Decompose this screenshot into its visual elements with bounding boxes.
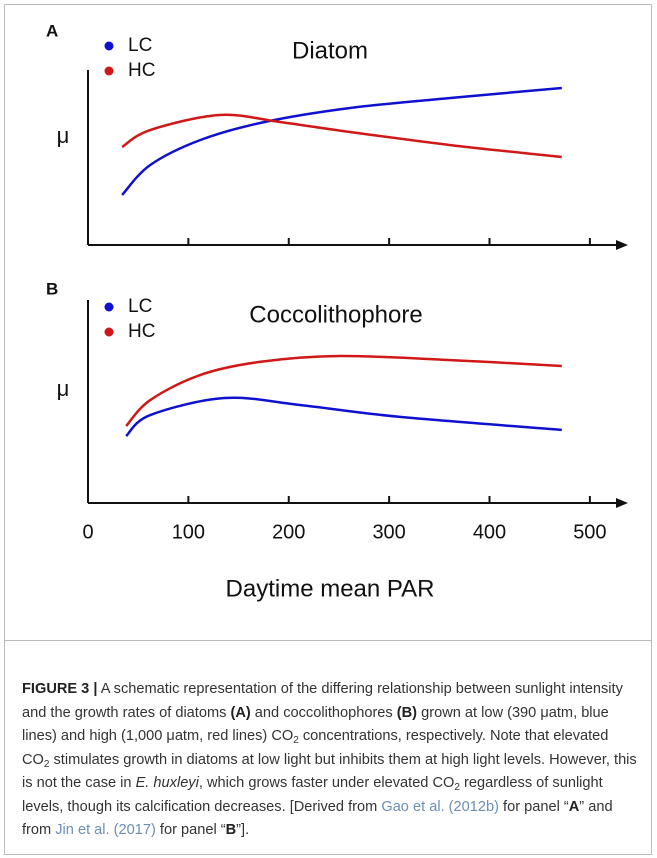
caption-plain: regardless of sunlight levels, though it…: [22, 775, 603, 815]
legend-label: LC: [128, 296, 152, 317]
chart-title: Diatom: [292, 37, 368, 64]
caption-bold: (A): [230, 704, 251, 721]
x-axis-label: Daytime mean PAR: [226, 575, 435, 602]
caption-link[interactable]: Gao et al. (2012b): [381, 798, 499, 815]
y-axis-label: μ: [57, 123, 70, 148]
panel-label: A: [46, 21, 58, 40]
x-axis-arrow: [616, 498, 628, 508]
caption-bold: A: [568, 798, 580, 815]
x-tick-label: 300: [372, 521, 405, 543]
legend-label: HC: [128, 321, 155, 342]
x-tick-label: 0: [82, 521, 93, 543]
x-tick-label: 500: [573, 521, 606, 543]
caption-plain: grown at low (390 μatm, blue lines) and …: [22, 704, 609, 745]
caption-bold: FIGURE 3 |: [22, 681, 98, 697]
caption-link[interactable]: Jin et al. (2017): [55, 822, 156, 838]
panel-label: B: [46, 279, 58, 298]
legend-label: HC: [128, 60, 155, 81]
y-axis-label: μ: [57, 376, 70, 401]
caption-plain: for panel “: [155, 822, 226, 838]
line-series: [125, 354, 562, 427]
x-axis-arrow: [616, 240, 628, 250]
line-series: [125, 396, 562, 437]
x-tick-label: 400: [473, 521, 506, 543]
line-series: [121, 86, 562, 196]
legend-marker: [104, 41, 114, 51]
caption-plain: ” and from: [22, 798, 613, 839]
caption-plain: ”].: [236, 822, 250, 838]
frame: [4, 4, 652, 855]
caption: FIGURE 3 | A schematic representation of…: [22, 678, 637, 843]
legend-marker: [104, 302, 114, 312]
caption-plain: stimulates growth in diatoms at low ligh…: [22, 751, 637, 792]
chart-title: Coccolithophore: [249, 301, 422, 328]
line-series: [121, 113, 562, 159]
x-tick-label: 100: [172, 521, 205, 543]
caption-sub: 2: [293, 735, 299, 746]
legend-marker: [104, 66, 114, 76]
caption-plain: and coccolithophores: [250, 704, 397, 721]
caption-sub: 2: [454, 782, 460, 793]
caption-sub: 2: [43, 758, 50, 770]
caption-italic: E. huxleyi: [135, 775, 199, 791]
caption-plain: , which grows faster under elevated CO: [198, 775, 455, 791]
caption-plain: concentrations, respectively. Note that …: [22, 728, 609, 768]
caption-bold: (B): [396, 704, 418, 721]
caption-plain: for panel “: [498, 798, 569, 815]
caption-bold: B: [225, 822, 237, 838]
caption-plain: A schematic representation of the differ…: [22, 681, 623, 721]
legend-marker: [104, 327, 114, 337]
legend-label: LC: [128, 35, 152, 56]
x-tick-label: 200: [272, 521, 305, 543]
